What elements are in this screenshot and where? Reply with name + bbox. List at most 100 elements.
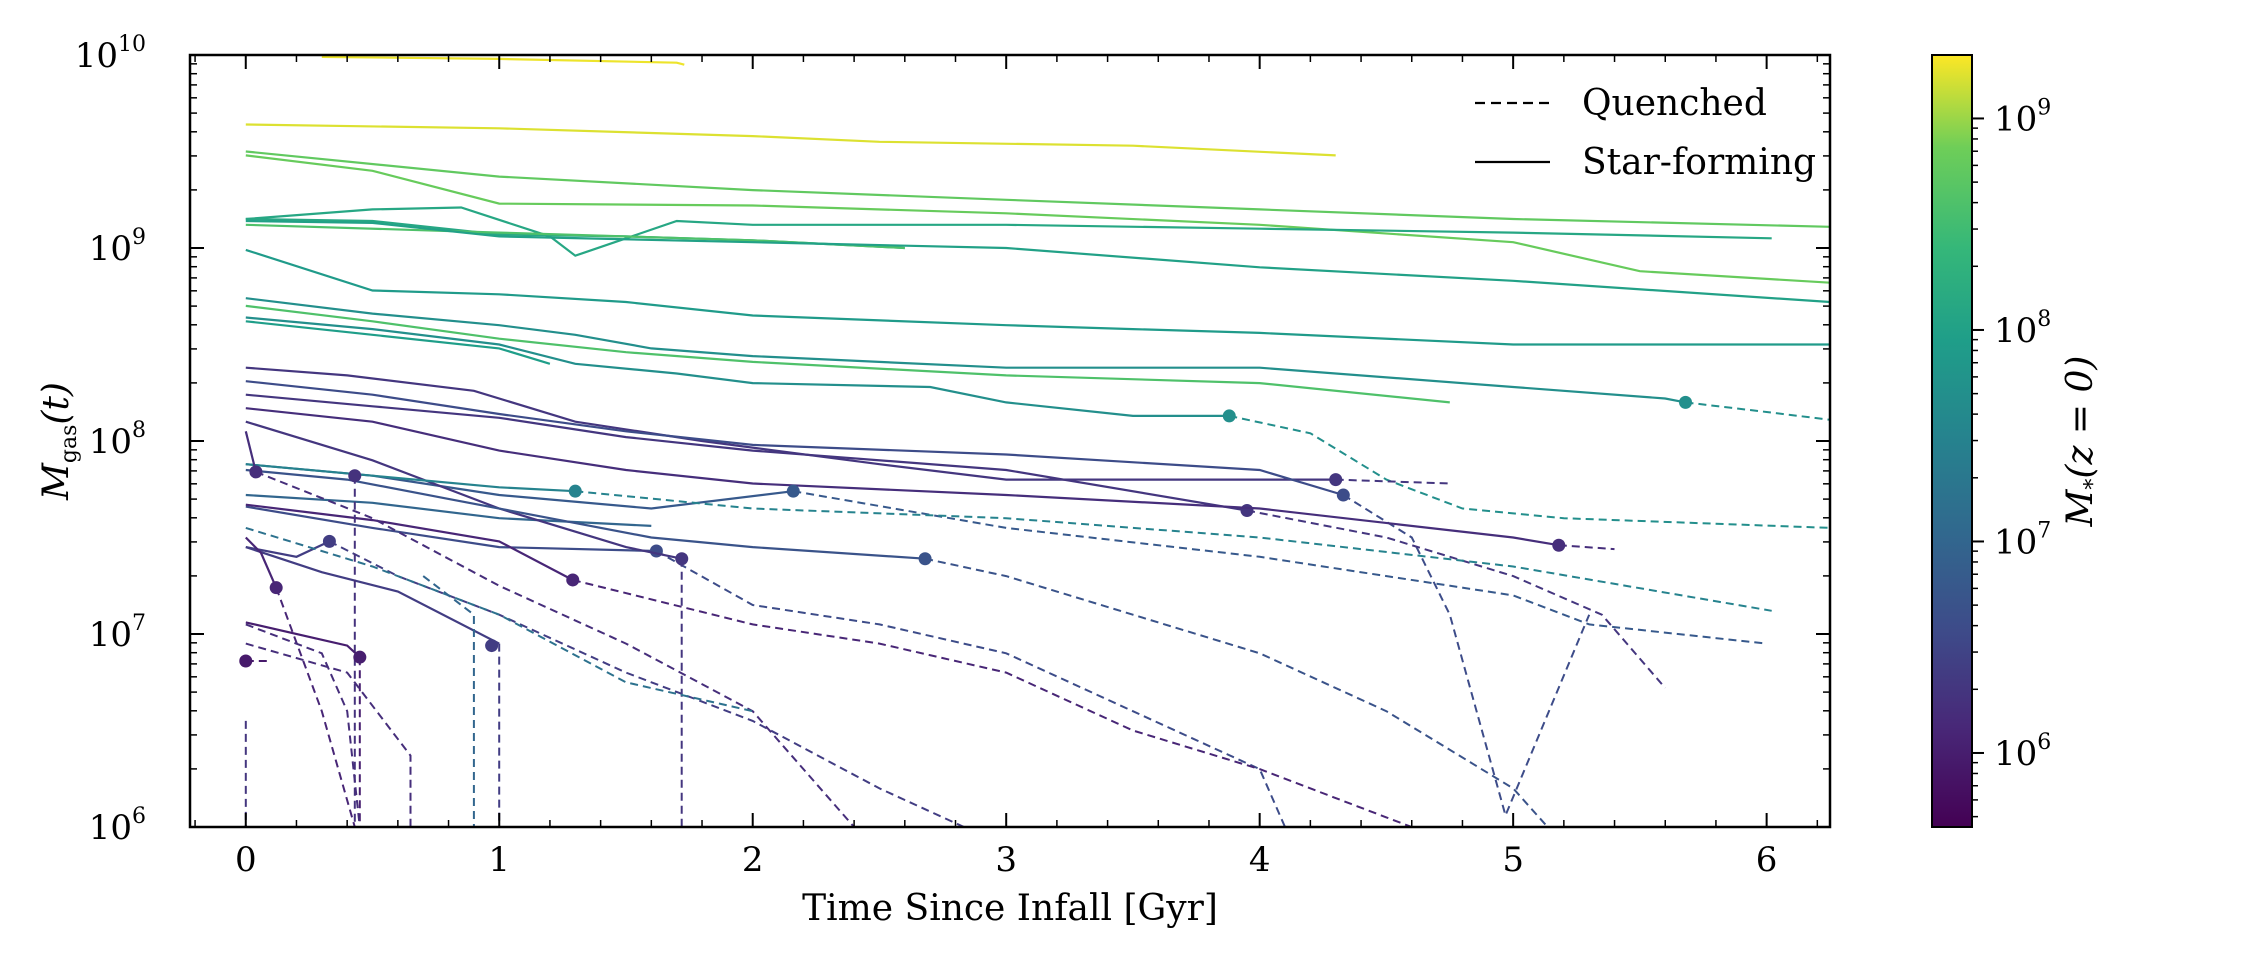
x-tick-label-5: 5: [1502, 840, 1524, 880]
series-14-star-forming-line: [245, 380, 1344, 497]
legend-quenched-label: Quenched: [1582, 83, 1767, 124]
y-tick-label-7: 107: [89, 611, 146, 655]
y-tick-label-exponent: 7: [132, 611, 146, 636]
series-25-star-forming-line: [245, 546, 500, 645]
series-9-quench-point: [1679, 395, 1693, 409]
series-33-quenched-line: [245, 642, 412, 827]
x-tick-label-6: 6: [1756, 840, 1778, 880]
series-24-quenched-line: [328, 540, 967, 827]
series-20-quench-point: [675, 552, 689, 566]
y-axis-label-paren: (t): [36, 382, 77, 425]
series-19-quench-point: [649, 544, 663, 558]
colorbar-label: M*(z = 0): [2060, 356, 2106, 528]
series-21-star-forming-line: [245, 463, 576, 493]
x-axis-label: Time Since Infall [Gyr]: [802, 888, 1218, 929]
series-32-quench-point: [239, 654, 253, 668]
series-16-star-forming-line: [245, 407, 1559, 547]
series-11-star-forming-line: [245, 320, 551, 365]
series-0-star-forming-line: [321, 55, 685, 66]
colorbar-label-sub: *: [2081, 479, 2106, 490]
series-15-quench-point: [1240, 503, 1254, 517]
series-16-quench-point: [1552, 538, 1566, 552]
series-26-quench-point: [249, 465, 263, 479]
y-axis-label: Mgas(t): [36, 382, 82, 501]
series-34-quenched-line: [245, 623, 361, 827]
series-30-star-forming-line: [245, 536, 278, 589]
colorbar-tick-label-9: 109: [1994, 95, 2051, 139]
series-14-quench-point: [1336, 488, 1350, 502]
y-tick-label-10: 1010: [75, 32, 146, 76]
x-tick-label-0: 0: [235, 840, 257, 880]
series-12-star-forming-line: [245, 316, 1230, 417]
series-15-star-forming-line: [245, 393, 1248, 512]
series-23-quench-point: [566, 573, 580, 587]
series-22-quench-point: [918, 552, 932, 566]
series-17-quenched-line: [793, 490, 1767, 645]
colorbar-tick-label-exponent: 6: [2037, 730, 2051, 755]
series-30-quench-point: [269, 581, 283, 595]
legend-star-forming-label: Star-forming: [1582, 142, 1816, 183]
y-tick-label-exponent: 8: [132, 418, 146, 443]
series-26-star-forming-line: [244, 431, 257, 473]
series-27-quench-point: [348, 469, 362, 483]
plot-frame: [188, 53, 1832, 829]
series-9-star-forming-line: [245, 297, 1686, 404]
series-12-quenched-line: [1229, 414, 1830, 529]
y-tick-label-9: 109: [89, 225, 146, 269]
series-layer: [239, 55, 1830, 827]
series-1-star-forming-line: [245, 123, 1336, 157]
series-21-quenched-line: [575, 490, 1772, 612]
series-15-quenched-line: [1246, 509, 1666, 689]
series-22-star-forming-line: [245, 468, 926, 560]
colorbar-tick-label-8: 108: [1994, 307, 2051, 351]
series-2-star-forming-line: [245, 150, 1830, 228]
colorbar-ticks: 106 107 108 109: [1972, 95, 2051, 818]
x-tick-label-3: 3: [995, 840, 1017, 880]
colorbar-label-main: M: [2060, 488, 2101, 527]
series-23-star-forming-line: [245, 503, 574, 581]
series-17-quench-point: [786, 484, 800, 498]
series-26-quenched-line: [255, 470, 855, 827]
series-30-quenched-line: [275, 587, 356, 827]
colorbar-tick-label-6: 106: [1994, 730, 2051, 774]
x-tick-label-1: 1: [488, 840, 510, 880]
series-31-quench-point: [353, 650, 367, 664]
y-axis-label-main: M: [36, 462, 77, 501]
series-10-star-forming-line: [245, 304, 1450, 404]
series-31-star-forming-line: [245, 621, 361, 659]
x-tick-label-2: 2: [742, 840, 764, 880]
series-13-quenched-line: [1335, 478, 1450, 485]
colorbar-tick-label-7: 107: [1994, 518, 2051, 562]
x-tick-label-4: 4: [1249, 840, 1271, 880]
series-13-quench-point: [1329, 473, 1343, 487]
y-axis-label-sub: gas: [57, 425, 82, 464]
series-21-quench-point: [568, 484, 582, 498]
series-19-quenched-line: [655, 550, 1286, 827]
series-16-quenched-line: [1558, 544, 1615, 551]
series-25-quench-point: [485, 639, 499, 653]
series-22-quenched-line: [924, 557, 1549, 827]
colorbar-tick-label-exponent: 8: [2037, 307, 2051, 332]
series-8-star-forming-line: [245, 248, 1830, 346]
series-19-star-forming-line: [245, 505, 657, 553]
colorbar: [1931, 54, 1973, 828]
series-13-star-forming-line: [245, 366, 1336, 481]
series-28-quenched-line: [245, 526, 753, 713]
series-4-star-forming-line: [245, 206, 1772, 257]
y-tick-label-exponent: 10: [118, 32, 146, 57]
y-tick-label-8: 108: [89, 418, 146, 462]
series-24-star-forming-line: [245, 540, 330, 558]
colorbar-tick-label-exponent: 7: [2037, 518, 2051, 543]
y-tick-label-exponent: 9: [132, 225, 146, 250]
colorbar-label-paren: (z = 0): [2060, 356, 2101, 479]
legend: Quenched Star-forming: [1475, 83, 1816, 183]
series-12-quench-point: [1222, 409, 1236, 423]
y-tick-label-6: 106: [89, 804, 146, 848]
series-29-quenched-line: [422, 575, 475, 827]
series-9-quenched-line: [1685, 401, 1830, 421]
y-tick-label-exponent: 6: [132, 804, 146, 829]
colorbar-tick-label-exponent: 9: [2037, 95, 2051, 120]
series-24-quench-point: [322, 534, 336, 548]
